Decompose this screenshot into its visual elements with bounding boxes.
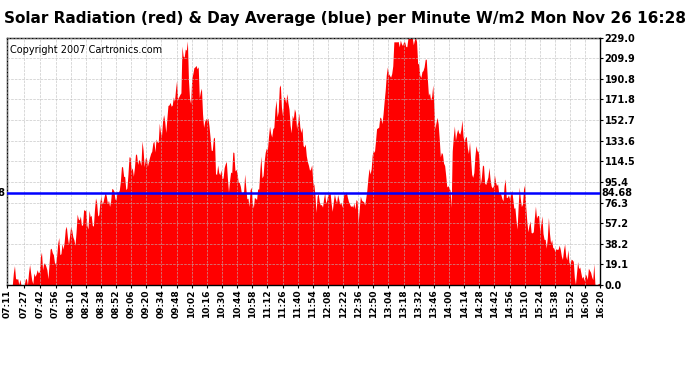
Text: 84.68: 84.68 (602, 189, 632, 198)
Text: Solar Radiation (red) & Day Average (blue) per Minute W/m2 Mon Nov 26 16:28: Solar Radiation (red) & Day Average (blu… (4, 11, 686, 26)
Text: 84.68: 84.68 (0, 189, 6, 198)
Text: Copyright 2007 Cartronics.com: Copyright 2007 Cartronics.com (10, 45, 162, 55)
